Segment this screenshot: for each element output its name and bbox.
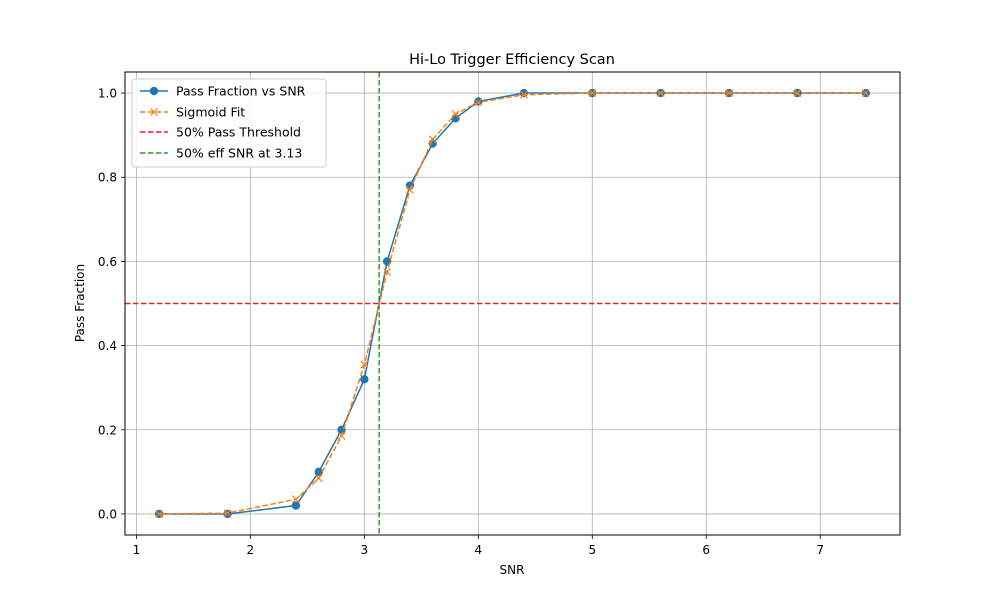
fit-point (428, 135, 437, 144)
y-tick-label: 0.4 (98, 339, 117, 353)
y-tick-label: 0.0 (98, 507, 117, 521)
fit-point (155, 510, 164, 518)
legend-label-eff-snr: 50% eff SNR at 3.13 (176, 146, 302, 161)
x-tick-label: 2 (247, 543, 255, 557)
reference-lines (125, 72, 900, 535)
y-axis-label: Pass Fraction (73, 264, 87, 342)
data-point (314, 467, 323, 477)
fit-point (588, 89, 597, 97)
legend-label-pass-fraction: Pass Fraction vs SNR (176, 84, 306, 99)
fit-point (292, 495, 300, 504)
fit-point (519, 90, 528, 99)
fit-point (223, 509, 232, 518)
fit-point (360, 360, 369, 369)
legend-label-sigmoid-fit: Sigmoid Fit (176, 105, 245, 120)
fit-point (793, 89, 802, 97)
data-point (382, 257, 392, 266)
series-1 (155, 89, 870, 518)
data-point (519, 88, 529, 98)
fit-point (383, 268, 392, 276)
series (154, 88, 871, 519)
x-axis-label: SNR (500, 563, 525, 577)
legend: Pass Fraction vs SNR Sigmoid Fit 50% Pas… (131, 78, 327, 168)
data-point (291, 501, 301, 510)
ticks: 1 2 3 4 5 6 7 0.0 0.2 0.4 0.6 0.8 1.0 (98, 87, 824, 557)
x-tick-label: 7 (816, 543, 824, 557)
data-point (360, 375, 369, 384)
x-tick-label: 4 (474, 543, 482, 557)
legend-label-pass-threshold: 50% Pass Threshold (176, 125, 301, 140)
y-tick-label: 0.6 (98, 255, 117, 269)
chart-title: Hi-Lo Trigger Efficiency Scan (409, 52, 615, 68)
fit-point (725, 89, 733, 97)
legend-marker-sigmoid-fit (150, 108, 158, 116)
fit-point (474, 98, 483, 107)
fit-point (656, 89, 665, 97)
fit-point (406, 185, 414, 194)
x-tick-label: 1 (133, 543, 141, 557)
y-tick-label: 0.8 (98, 171, 117, 185)
x-tick-label: 5 (588, 543, 596, 557)
y-tick-label: 1.0 (98, 87, 117, 101)
x-tick-label: 3 (361, 543, 369, 557)
fit-point (451, 110, 460, 119)
y-tick-label: 0.2 (98, 423, 117, 437)
legend-box (131, 78, 327, 168)
legend-marker-pass-fraction (149, 86, 159, 96)
fit-point (314, 474, 323, 483)
fit-point (861, 89, 870, 97)
x-tick-label: 6 (702, 543, 710, 557)
fit-point (337, 432, 346, 441)
plot-frame (124, 71, 901, 536)
